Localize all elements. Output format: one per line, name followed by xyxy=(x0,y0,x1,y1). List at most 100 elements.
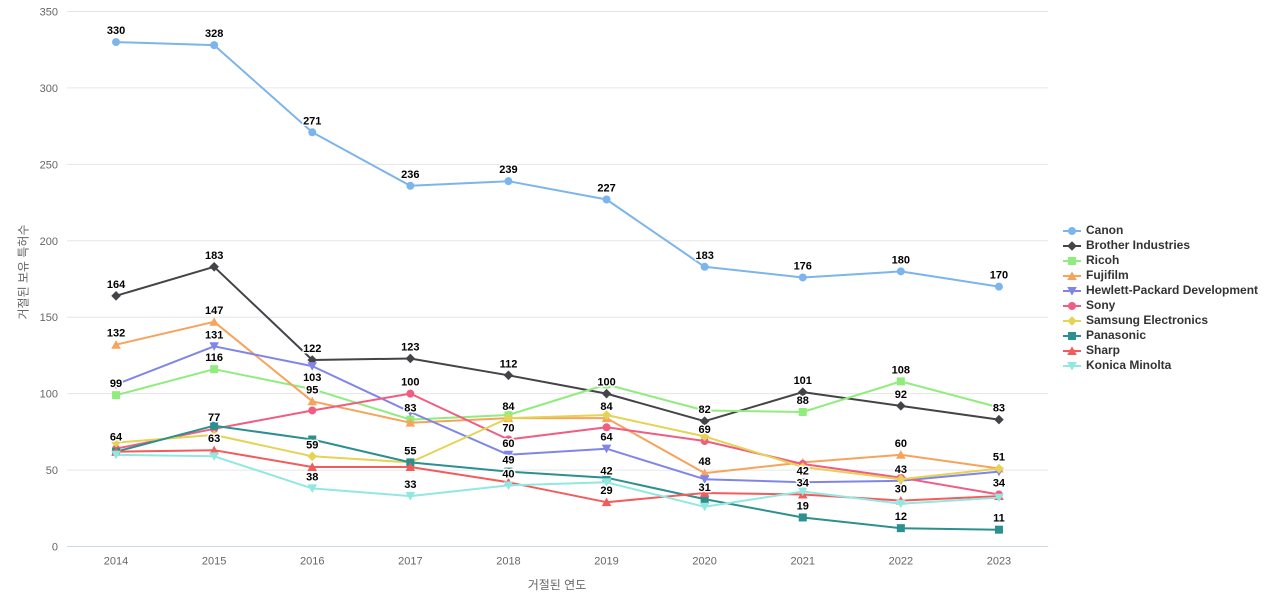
data-label-konica-minolta-2019: 42 xyxy=(600,465,612,477)
data-point-brother-industries-2022[interactable] xyxy=(896,401,906,411)
data-point-canon-2017[interactable] xyxy=(406,181,415,190)
data-point-panasonic-2023[interactable] xyxy=(994,525,1003,534)
data-point-canon-2021[interactable] xyxy=(798,273,807,282)
data-point-hewlett-packard-development-2018[interactable] xyxy=(503,450,514,460)
data-point-samsung-electronics-2023[interactable] xyxy=(994,463,1004,474)
x-tick-label-2016: 2016 xyxy=(300,556,324,568)
data-point-panasonic-2021[interactable] xyxy=(798,513,807,522)
legend-item-canon[interactable]: Canon xyxy=(1063,223,1258,238)
data-label-ricoh-2021: 88 xyxy=(797,395,809,407)
data-point-brother-industries-2014[interactable] xyxy=(111,291,121,301)
data-point-ricoh-2020[interactable] xyxy=(700,406,709,415)
data-point-brother-industries-2019[interactable] xyxy=(601,388,612,399)
data-point-samsung-electronics-2018[interactable] xyxy=(503,413,514,423)
data-point-panasonic-2016[interactable] xyxy=(308,435,317,444)
legend-item-samsung-electronics[interactable]: Samsung Electronics xyxy=(1063,313,1258,328)
data-point-panasonic-2020[interactable] xyxy=(700,495,709,504)
data-point-hewlett-packard-development-2019[interactable] xyxy=(601,444,612,454)
data-point-canon-2015[interactable] xyxy=(210,41,219,50)
data-label-brother-industries-2014: 164 xyxy=(107,279,126,291)
legend-item-sharp[interactable]: Sharp xyxy=(1063,343,1258,358)
data-point-samsung-electronics-2020[interactable] xyxy=(699,431,710,442)
data-point-hewlett-packard-development-2021[interactable] xyxy=(797,478,808,487)
data-point-samsung-electronics-2014[interactable] xyxy=(111,437,121,448)
data-point-hewlett-packard-development-2017[interactable] xyxy=(405,407,416,417)
data-label-canon-2017: 236 xyxy=(401,169,419,181)
data-point-konica-minolta-2022[interactable] xyxy=(896,499,906,509)
data-point-canon-2014[interactable] xyxy=(112,38,121,47)
data-point-canon-2022[interactable] xyxy=(896,267,905,276)
data-point-ricoh-2016[interactable] xyxy=(308,385,317,394)
legend-item-panasonic[interactable]: Panasonic xyxy=(1063,328,1258,343)
legend-item-ricoh[interactable]: Ricoh xyxy=(1063,253,1258,268)
data-point-brother-industries-2023[interactable] xyxy=(994,414,1004,425)
data-point-sharp-2019[interactable] xyxy=(601,497,612,507)
data-point-fujifilm-2022[interactable] xyxy=(896,450,906,459)
data-point-fujifilm-2015[interactable] xyxy=(209,317,219,326)
data-point-canon-2019[interactable] xyxy=(602,195,611,204)
data-point-fujifilm-2014[interactable] xyxy=(111,340,121,349)
legend-item-konica-minolta[interactable]: Konica Minolta xyxy=(1063,358,1258,373)
data-point-samsung-electronics-2021[interactable] xyxy=(797,462,808,472)
data-point-konica-minolta-2021[interactable] xyxy=(797,487,808,497)
data-point-hewlett-packard-development-2014[interactable] xyxy=(111,380,121,390)
data-point-panasonic-2019[interactable] xyxy=(602,473,611,482)
data-point-sony-2019[interactable] xyxy=(602,423,611,432)
data-point-canon-2018[interactable] xyxy=(504,177,513,186)
data-label-brother-industries-2016: 122 xyxy=(303,343,321,355)
data-point-ricoh-2022[interactable] xyxy=(896,377,905,386)
data-label-ricoh-2014: 99 xyxy=(110,378,122,390)
data-point-ricoh-2019[interactable] xyxy=(602,380,611,389)
data-point-samsung-electronics-2016[interactable] xyxy=(307,451,318,462)
data-point-brother-industries-2021[interactable] xyxy=(797,387,808,397)
legend-label: Fujifilm xyxy=(1086,268,1129,282)
data-point-sharp-2020[interactable] xyxy=(699,488,710,497)
data-point-canon-2020[interactable] xyxy=(700,262,709,271)
x-tick-label-2018: 2018 xyxy=(496,556,520,568)
data-point-panasonic-2015[interactable] xyxy=(210,421,219,430)
data-point-konica-minolta-2016[interactable] xyxy=(307,484,318,494)
data-point-konica-minolta-2020[interactable] xyxy=(699,502,710,512)
data-point-ricoh-2014[interactable] xyxy=(112,391,121,400)
data-point-samsung-electronics-2022[interactable] xyxy=(896,474,906,485)
data-point-konica-minolta-2018[interactable] xyxy=(503,481,514,490)
data-point-panasonic-2022[interactable] xyxy=(896,524,905,533)
data-point-konica-minolta-2014[interactable] xyxy=(111,450,121,460)
data-point-canon-2016[interactable] xyxy=(308,128,317,137)
data-point-brother-industries-2018[interactable] xyxy=(503,370,514,381)
data-point-sony-2018[interactable] xyxy=(504,435,513,444)
data-point-konica-minolta-2015[interactable] xyxy=(209,452,219,461)
legend-item-fujifilm[interactable]: Fujifilm xyxy=(1063,268,1258,283)
data-point-konica-minolta-2023[interactable] xyxy=(994,493,1004,503)
data-point-panasonic-2018[interactable] xyxy=(504,467,513,476)
data-label-brother-industries-2017: 123 xyxy=(401,341,419,353)
data-point-konica-minolta-2019[interactable] xyxy=(601,478,612,487)
data-point-sony-2017[interactable] xyxy=(406,389,415,398)
data-point-brother-industries-2015[interactable] xyxy=(209,261,219,272)
data-point-samsung-electronics-2019[interactable] xyxy=(601,410,612,420)
data-point-ricoh-2021[interactable] xyxy=(798,407,807,416)
data-point-samsung-electronics-2015[interactable] xyxy=(209,430,219,440)
data-point-fujifilm-2017[interactable] xyxy=(405,418,416,427)
data-point-hewlett-packard-development-2020[interactable] xyxy=(699,475,710,484)
data-point-konica-minolta-2017[interactable] xyxy=(405,492,416,501)
data-point-brother-industries-2017[interactable] xyxy=(405,353,416,364)
data-point-sharp-2015[interactable] xyxy=(209,445,219,455)
legend-item-sony[interactable]: Sony xyxy=(1063,298,1258,313)
data-point-brother-industries-2016[interactable] xyxy=(307,355,318,365)
data-point-hewlett-packard-development-2015[interactable] xyxy=(209,342,219,351)
data-point-sharp-2017[interactable] xyxy=(405,462,416,472)
data-point-hewlett-packard-development-2016[interactable] xyxy=(307,362,318,371)
data-point-fujifilm-2020[interactable] xyxy=(699,468,710,478)
data-point-sony-2016[interactable] xyxy=(308,406,317,415)
data-point-sharp-2016[interactable] xyxy=(307,462,318,472)
data-point-ricoh-2015[interactable] xyxy=(210,365,219,374)
data-point-fujifilm-2016[interactable] xyxy=(307,396,318,406)
data-label-ricoh-2015: 116 xyxy=(205,352,223,364)
legend-item-brother-industries[interactable]: Brother Industries xyxy=(1063,238,1258,253)
data-point-ricoh-2023[interactable] xyxy=(994,403,1003,412)
data-label-brother-industries-2019: 100 xyxy=(597,377,615,389)
legend-item-hewlett-packard-development[interactable]: Hewlett-Packard Development xyxy=(1063,283,1258,298)
data-point-canon-2023[interactable] xyxy=(994,282,1003,291)
data-point-brother-industries-2020[interactable] xyxy=(699,416,710,426)
